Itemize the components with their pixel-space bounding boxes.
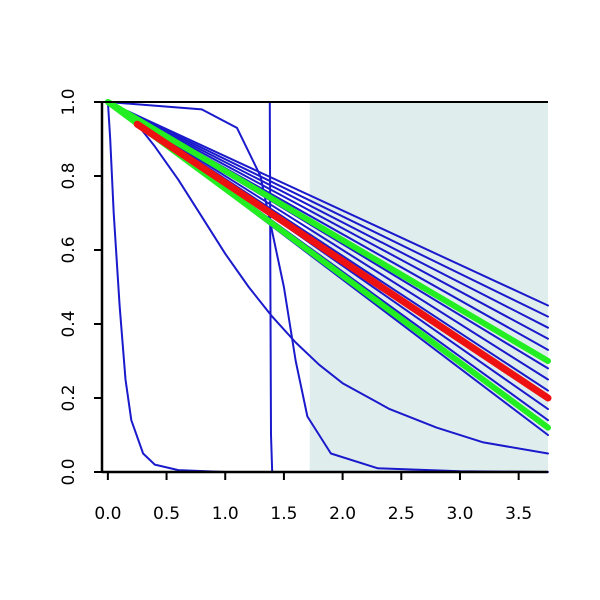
axes <box>100 101 548 474</box>
y-tick-label: 0.6 <box>59 236 79 263</box>
y-tick-label: 0.4 <box>59 310 79 337</box>
series-green-16 <box>104 99 551 364</box>
y-tick-label: 0.8 <box>59 162 79 189</box>
x-tick-label: 1.0 <box>212 504 239 524</box>
x-tick-label: 0.5 <box>153 504 180 524</box>
ticks <box>94 101 520 480</box>
series-thin-0 <box>106 101 227 473</box>
x-tick-label: 2.0 <box>329 504 356 524</box>
y-tick-label: 1.0 <box>59 88 79 115</box>
curves <box>104 99 552 473</box>
x-tick-label: 3.5 <box>505 504 532 524</box>
x-tick-label: 3.0 <box>446 504 473 524</box>
x-tick-label: 2.5 <box>388 504 415 524</box>
x-tick-label: 0.0 <box>94 504 121 524</box>
x-tick-label: 1.5 <box>270 504 297 524</box>
shaded-region <box>309 102 548 472</box>
y-tick-label: 0.2 <box>59 384 79 411</box>
series-thin-13 <box>106 101 549 318</box>
series-thin-12 <box>106 101 549 329</box>
series-red-17 <box>133 120 552 402</box>
tick-labels: 0.0 0.5 1.0 1.5 2.0 2.5 3.0 3.5 0.0 0.2 0.4 0.6 0.8 1… <box>59 88 532 524</box>
series-thin-3 <box>106 101 549 455</box>
series-thin-11 <box>106 101 549 340</box>
series-thin-2 <box>106 101 549 473</box>
series-thin-14 <box>106 101 549 307</box>
y-tick-label: 0.0 <box>59 458 79 485</box>
